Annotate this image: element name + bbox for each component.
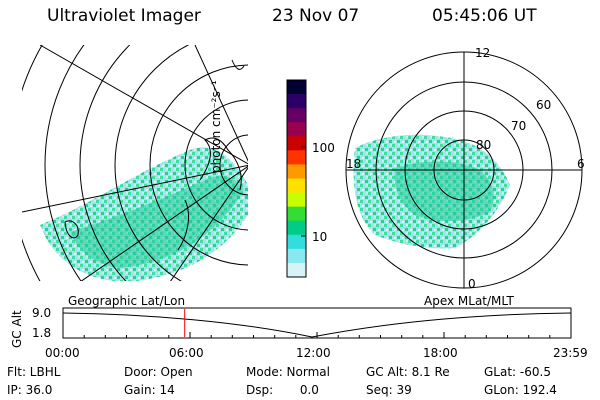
- timeline-xtick-0: 00:00: [45, 346, 80, 360]
- mlt-label-18: 18: [346, 157, 362, 171]
- mode-info: Mode: Normal: [246, 365, 330, 379]
- glat-info: GLat: -60.5: [484, 365, 551, 379]
- colorbar-label-10: 10: [312, 230, 328, 244]
- timeline-ytick-top: 9.0: [32, 306, 52, 320]
- colorbar-band: [287, 108, 306, 123]
- timeline-ticks: [62, 332, 572, 338]
- filter-info: Flt: LBHL: [7, 365, 61, 379]
- mlt-label-0: 0: [468, 277, 476, 291]
- colorbar-band: [287, 80, 306, 95]
- colorbar-unit: photon cm⁻²s⁻¹: [209, 80, 223, 173]
- colorbar-band: [287, 178, 306, 194]
- coastline: [177, 59, 245, 251]
- altitude-curve: [62, 312, 572, 338]
- mlt-label-6: 6: [577, 157, 585, 171]
- timeline-xtick-2: 12:00: [296, 346, 331, 360]
- aurora-core-right: [394, 161, 494, 222]
- colorbar-band: [287, 136, 306, 151]
- date-label: 23 Nov 07: [272, 6, 360, 26]
- gc-alt-info: GC Alt: 8.1 Re: [366, 365, 450, 379]
- dsp-info: Dsp: 0.0: [246, 383, 319, 397]
- door-info: Door: Open: [124, 365, 193, 379]
- colorbar-band: [287, 220, 306, 236]
- timeline-xtick-3: 18:00: [423, 346, 458, 360]
- mlat-label-60: 60: [536, 98, 552, 112]
- geographic-map: [22, 45, 248, 281]
- gain-info: Gain: 14: [124, 383, 175, 397]
- mlat-label-80: 80: [476, 138, 492, 152]
- ip-info: IP: 36.0: [7, 383, 53, 397]
- glon-info: GLon: 192.4: [484, 383, 557, 397]
- coastline-island: [64, 220, 79, 239]
- left-map-caption: Geographic Lat/Lon: [68, 294, 186, 308]
- colorbar-band: [287, 150, 306, 165]
- colorbar-gradient: [287, 80, 306, 278]
- colorbar: [286, 79, 307, 278]
- timeline-ytick-bottom: 1.8: [32, 326, 52, 340]
- mlat-label-70: 70: [511, 119, 527, 133]
- colorbar-label-100: 100: [312, 141, 335, 155]
- orbit-timeline: [62, 307, 572, 339]
- colorbar-band: [287, 234, 306, 250]
- colorbar-band: [287, 164, 306, 179]
- colorbar-band: [287, 206, 306, 222]
- colorbar-band: [287, 94, 306, 109]
- timeline-xtick-4: 23:59: [553, 346, 588, 360]
- polar-map: [345, 51, 583, 289]
- colorbar-band: [287, 248, 306, 264]
- timeline-xtick-1: 06:00: [169, 346, 204, 360]
- colorbar-band: [287, 122, 306, 137]
- right-map-caption: Apex MLat/MLT: [424, 294, 514, 308]
- seq-info: Seq: 39: [366, 383, 412, 397]
- time-label: 05:45:06 UT: [432, 6, 537, 26]
- instrument-title: Ultraviolet Imager: [47, 6, 201, 26]
- timeline-ylabel: GC Alt: [10, 310, 24, 348]
- colorbar-band: [287, 192, 306, 208]
- mlt-label-12: 12: [475, 46, 491, 60]
- colorbar-band: [287, 262, 306, 278]
